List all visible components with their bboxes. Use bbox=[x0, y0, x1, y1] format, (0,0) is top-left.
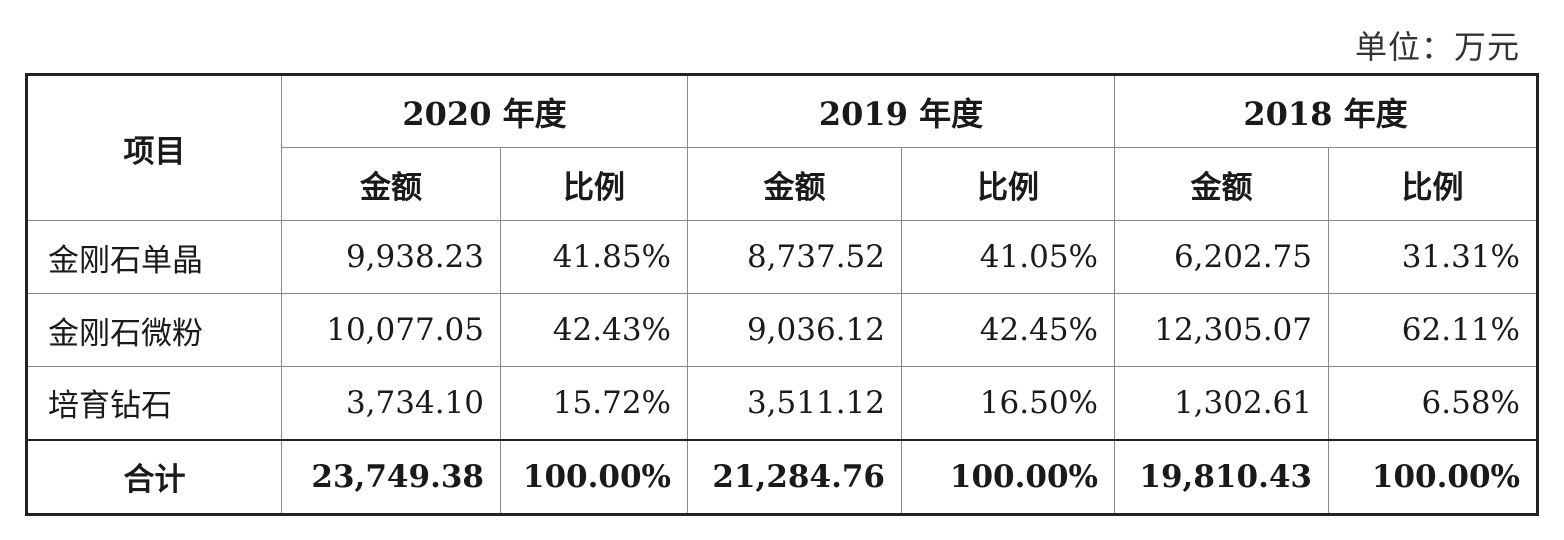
column-header-amount: 金额 bbox=[687, 147, 902, 221]
cell-ratio: 41.05% bbox=[901, 220, 1115, 294]
column-header-amount: 金额 bbox=[1114, 147, 1329, 221]
cell-amount: 8,737.52 bbox=[687, 220, 902, 294]
row-label: 金刚石微粉 bbox=[26, 293, 282, 367]
column-header-ratio: 比例 bbox=[500, 147, 688, 221]
cell-ratio: 62.11% bbox=[1328, 293, 1538, 367]
cell-ratio: 16.50% bbox=[901, 366, 1115, 440]
row-label: 金刚石单晶 bbox=[26, 220, 282, 294]
revenue-table: 项目 2020 年度 2019 年度 2018 年度 金额 比例 金额 比例 金… bbox=[25, 73, 1539, 516]
header-row-years: 项目 2020 年度 2019 年度 2018 年度 bbox=[26, 74, 1538, 221]
cell-ratio: 42.43% bbox=[500, 293, 688, 367]
table-row: 金刚石微粉 10,077.05 42.43% 9,036.12 42.45% 1… bbox=[26, 293, 1538, 367]
column-header-ratio: 比例 bbox=[901, 147, 1115, 221]
column-header-year-2018: 2018 年度 bbox=[1114, 74, 1538, 148]
cell-amount: 6,202.75 bbox=[1114, 220, 1329, 294]
total-amount: 23,749.38 bbox=[281, 438, 501, 515]
cell-ratio: 31.31% bbox=[1328, 220, 1538, 294]
total-label: 合计 bbox=[26, 438, 282, 515]
total-ratio: 100.00% bbox=[500, 438, 688, 515]
table-row: 金刚石单晶 9,938.23 41.85% 8,737.52 41.05% 6,… bbox=[26, 220, 1538, 294]
total-amount: 19,810.43 bbox=[1114, 438, 1329, 515]
cell-amount: 3,511.12 bbox=[687, 366, 902, 440]
total-ratio: 100.00% bbox=[1328, 438, 1538, 515]
cell-amount: 9,036.12 bbox=[687, 293, 902, 367]
column-header-item: 项目 bbox=[26, 74, 282, 221]
cell-ratio: 15.72% bbox=[500, 366, 688, 440]
column-header-year-2019: 2019 年度 bbox=[687, 74, 1115, 148]
total-amount: 21,284.76 bbox=[687, 438, 902, 515]
cell-amount: 9,938.23 bbox=[281, 220, 501, 294]
cell-amount: 1,302.61 bbox=[1114, 366, 1329, 440]
cell-amount: 3,734.10 bbox=[281, 366, 501, 440]
table-row: 培育钻石 3,734.10 15.72% 3,511.12 16.50% 1,3… bbox=[26, 366, 1538, 440]
cell-amount: 12,305.07 bbox=[1114, 293, 1329, 367]
row-label: 培育钻石 bbox=[26, 366, 282, 440]
unit-note: 单位：万元 bbox=[1354, 28, 1520, 66]
cell-ratio: 6.58% bbox=[1328, 366, 1538, 440]
cell-ratio: 42.45% bbox=[901, 293, 1115, 367]
column-header-amount: 金额 bbox=[281, 147, 501, 221]
column-header-ratio: 比例 bbox=[1328, 147, 1538, 221]
cell-amount: 10,077.05 bbox=[281, 293, 501, 367]
cell-ratio: 41.85% bbox=[500, 220, 688, 294]
column-header-year-2020: 2020 年度 bbox=[281, 74, 688, 148]
total-ratio: 100.00% bbox=[901, 438, 1115, 515]
total-row: 合计 23,749.38 100.00% 21,284.76 100.00% 1… bbox=[26, 438, 1538, 515]
